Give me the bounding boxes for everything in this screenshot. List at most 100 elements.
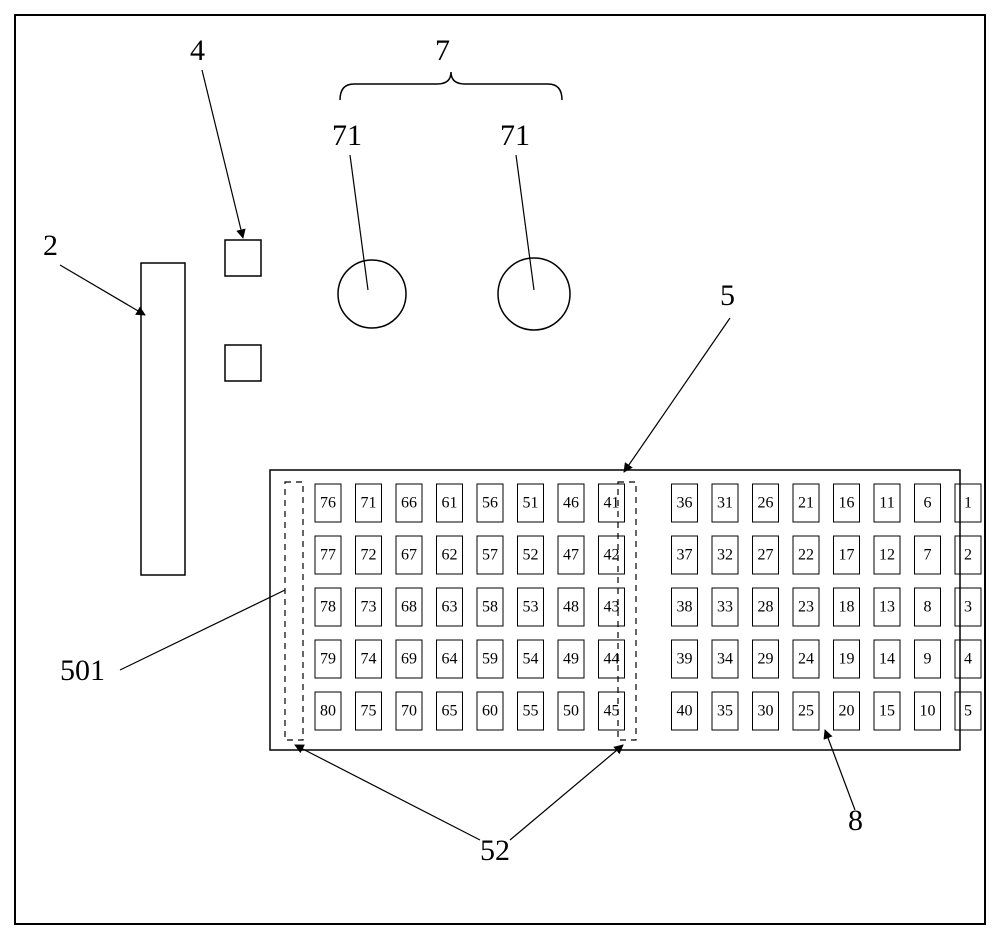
grid-cell-number: 1 [964, 495, 972, 512]
shape-71-right [498, 258, 570, 330]
grid-cell-number: 13 [879, 599, 895, 616]
diagram-canvas: 7677787980717273747566676869706162636465… [0, 0, 1000, 939]
label-501: 501 [60, 654, 105, 687]
grid-cell-number: 46 [563, 495, 579, 512]
grid-cell-number: 39 [677, 651, 693, 668]
label-5: 5 [720, 279, 735, 312]
grid-cell-number: 67 [401, 547, 417, 564]
grid-cell-number: 14 [879, 651, 895, 668]
leader-line [825, 730, 855, 810]
leader-line [295, 745, 480, 840]
grid-cell-number: 38 [677, 599, 693, 616]
grid-cell-number: 69 [401, 651, 417, 668]
grid-cell-number: 48 [563, 599, 579, 616]
grid-cell-number: 73 [361, 599, 377, 616]
grid-cell-number: 42 [604, 547, 620, 564]
grid-cell-number: 65 [442, 703, 458, 720]
label-71-left: 71 [332, 119, 362, 152]
grid-cell-number: 28 [758, 599, 774, 616]
grid-cell-number: 63 [442, 599, 458, 616]
grid-cell-number: 3 [964, 599, 972, 616]
grid-cell-number: 78 [320, 599, 336, 616]
grid-cell-number: 31 [717, 495, 733, 512]
grid-cell-number: 43 [604, 599, 620, 616]
grid-cell-number: 62 [442, 547, 458, 564]
grid-cell-number: 61 [442, 495, 458, 512]
grid-cell-number: 20 [839, 703, 855, 720]
grid-cell-number: 24 [798, 651, 814, 668]
label-4: 4 [190, 34, 205, 67]
grid-cell-number: 4 [964, 651, 972, 668]
grid-cell-number: 49 [563, 651, 579, 668]
grid-cell-number: 58 [482, 599, 498, 616]
leader-line [516, 155, 534, 290]
grid-cell-number: 72 [361, 547, 377, 564]
grid-cell-number: 75 [361, 703, 377, 720]
leader-line [202, 70, 243, 238]
grid-cell-number: 68 [401, 599, 417, 616]
grid-cell-number: 8 [924, 599, 932, 616]
grid-cell-number: 44 [604, 651, 620, 668]
leader-line [350, 155, 368, 290]
grid-cell-number: 79 [320, 651, 336, 668]
brace-7 [340, 72, 562, 100]
shape-71-left [338, 260, 406, 328]
grid-cell-number: 45 [604, 703, 620, 720]
grid-cell-number: 40 [677, 703, 693, 720]
grid-cell-number: 54 [523, 651, 539, 668]
grid-cell-number: 77 [320, 547, 336, 564]
grid-cell-number: 76 [320, 495, 336, 512]
grid-cell-number: 23 [798, 599, 814, 616]
grid-cell-number: 9 [924, 651, 932, 668]
label-52: 52 [480, 834, 510, 867]
grid-cell-number: 52 [523, 547, 539, 564]
grid-cell-number: 2 [964, 547, 972, 564]
grid-cell-number: 59 [482, 651, 498, 668]
grid-cell-number: 74 [361, 651, 377, 668]
grid-cell-number: 80 [320, 703, 336, 720]
grid-cell-number: 21 [798, 495, 814, 512]
grid-cell-number: 5 [964, 703, 972, 720]
grid-cell-number: 53 [523, 599, 539, 616]
grid-cell-number: 57 [482, 547, 498, 564]
grid-cell-number: 25 [798, 703, 814, 720]
leader-line [120, 590, 285, 670]
grid-cell-number: 35 [717, 703, 733, 720]
grid-cell-number: 12 [879, 547, 895, 564]
leader-line [510, 745, 623, 840]
grid-cell-number: 55 [523, 703, 539, 720]
grid-cell-number: 41 [604, 495, 620, 512]
shape-4-lower [225, 345, 261, 381]
grid-cell-number: 64 [442, 651, 458, 668]
grid-cell-number: 56 [482, 495, 498, 512]
grid-cell-number: 71 [361, 495, 377, 512]
leader-line [624, 318, 730, 472]
grid-cell-number: 36 [677, 495, 693, 512]
grid-cell-number: 10 [920, 703, 936, 720]
shape-2 [141, 263, 185, 575]
grid-cell-number: 34 [717, 651, 733, 668]
grid-cell-number: 26 [758, 495, 774, 512]
grid-cell-number: 6 [924, 495, 932, 512]
dashed-strip-2 [618, 482, 636, 740]
grid-cell-number: 7 [924, 547, 932, 564]
grid-cell-number: 11 [879, 495, 894, 512]
grid-cell-number: 60 [482, 703, 498, 720]
grid-cell-number: 16 [839, 495, 855, 512]
grid-cell-number: 17 [839, 547, 855, 564]
grid-cell-number: 15 [879, 703, 895, 720]
grid-cell-number: 51 [523, 495, 539, 512]
grid-cell-number: 66 [401, 495, 417, 512]
grid-cell-number: 33 [717, 599, 733, 616]
grid-cell-number: 50 [563, 703, 579, 720]
grid-cell-number: 27 [758, 547, 774, 564]
grid-cell-number: 29 [758, 651, 774, 668]
grid-cell-number: 32 [717, 547, 733, 564]
grid-cell-number: 47 [563, 547, 579, 564]
label-8: 8 [848, 804, 863, 837]
grid-cell-number: 19 [839, 651, 855, 668]
shape-4-upper [225, 240, 261, 276]
leader-line [60, 265, 145, 315]
label-7: 7 [435, 34, 450, 67]
label-2: 2 [43, 229, 58, 262]
